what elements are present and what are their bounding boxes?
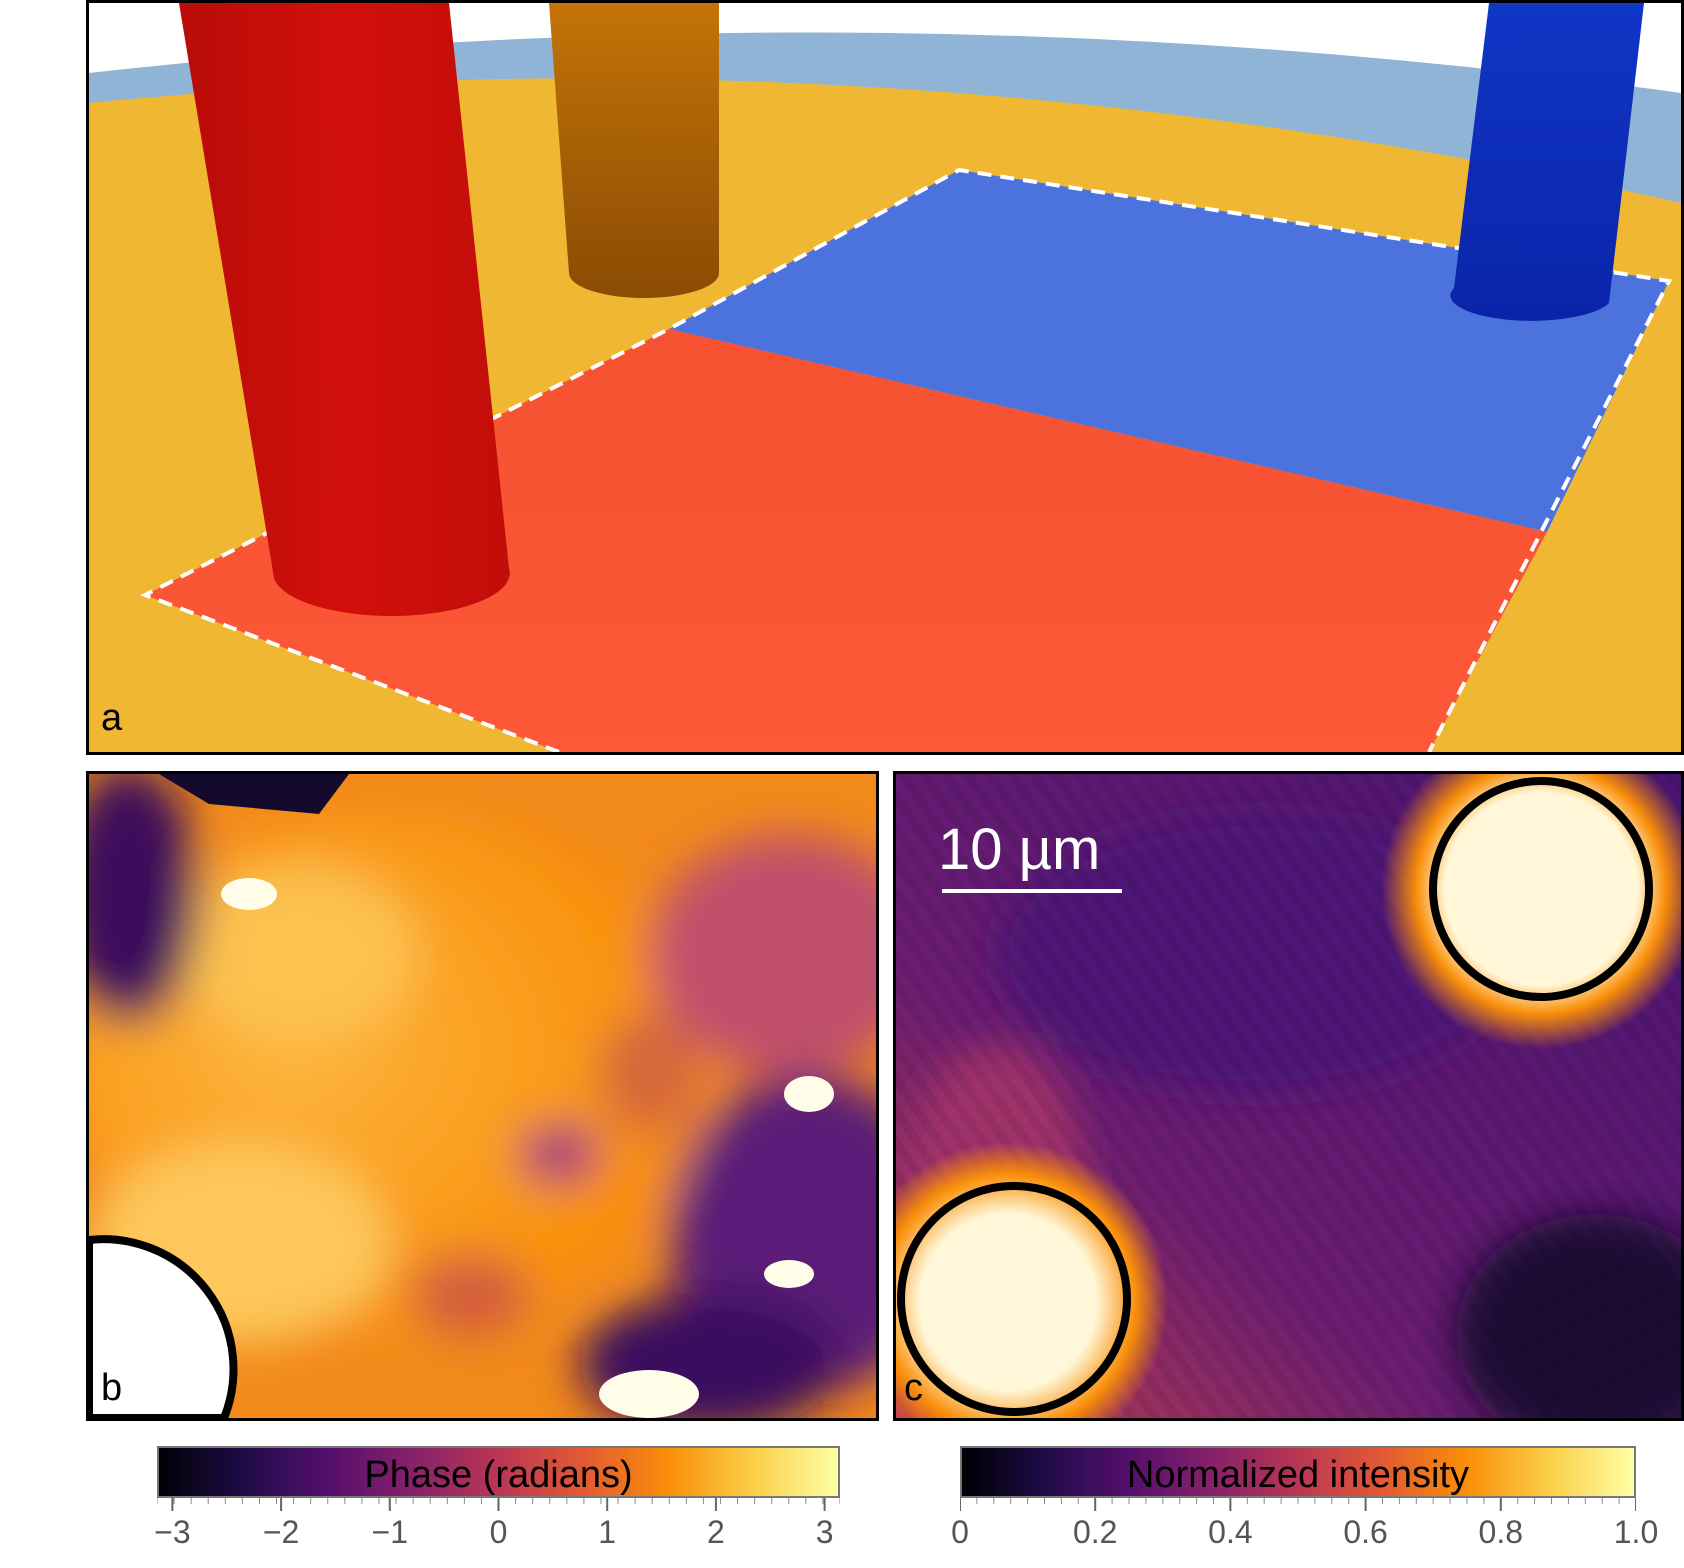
intensity-tick-label: 0.4 <box>1208 1514 1253 1550</box>
intensity-colorbar-gradient: Normalized intensity <box>960 1446 1636 1498</box>
panel-label-a: a <box>101 697 123 739</box>
phase-tick-label: −3 <box>154 1514 191 1550</box>
phase-colorbar: Phase (radians) −3 −2 −1 0 1 2 3 <box>154 1446 840 1551</box>
panel-label-b: b <box>101 1367 123 1409</box>
phase-map-image <box>89 774 876 1418</box>
scale-bar-label: 10 µm <box>938 817 1101 882</box>
phase-colorbar-title: Phase (radians) <box>364 1454 633 1496</box>
red-post <box>179 3 510 617</box>
region-outline <box>140 167 1673 752</box>
pillar-outline-b <box>89 1235 238 1418</box>
red-region <box>145 329 1547 752</box>
panel-c-intensity-map: 10 µm c <box>893 771 1684 1421</box>
pillar-outline-c-bottom <box>897 1182 1131 1416</box>
intensity-map-image <box>896 774 1681 1418</box>
phase-colorbar-tick-labels: −3 −2 −1 0 1 2 3 <box>154 1514 840 1550</box>
blue-region <box>669 170 1669 532</box>
panel-b-phase-map: b <box>86 771 879 1421</box>
phase-colorbar-gradient: Phase (radians) <box>157 1446 840 1498</box>
intensity-colorbar-title: Normalized intensity <box>1126 1454 1470 1496</box>
phase-tick-label: 3 <box>815 1514 834 1550</box>
phase-wrap-region <box>159 774 349 814</box>
intensity-tick-label: 0 <box>951 1514 969 1550</box>
phase-colorbar-ticks <box>157 1498 840 1511</box>
intensity-tick-label: 1.0 <box>1613 1514 1659 1550</box>
phase-tick-label: 2 <box>706 1514 725 1550</box>
orange-post <box>549 3 719 298</box>
phase-tick-label: 1 <box>598 1514 617 1550</box>
phase-tick-label: −2 <box>262 1514 300 1550</box>
intensity-tick-label: 0.2 <box>1072 1514 1118 1550</box>
blue-post <box>1450 3 1644 321</box>
phase-tick-label: 0 <box>489 1514 508 1550</box>
scale-bar <box>942 889 1122 893</box>
panel-label-c: c <box>904 1367 923 1409</box>
pillar-outline-c-top <box>1429 777 1653 1001</box>
intensity-colorbar-ticks <box>960 1498 1636 1511</box>
intensity-tick-label: 0.8 <box>1478 1514 1524 1550</box>
rendering-3d <box>89 3 1681 752</box>
intensity-colorbar: Normalized intensity 0 0.2 0.4 0.6 0.8 1.0 <box>951 1446 1658 1551</box>
intensity-colorbar-tick-labels: 0 0.2 0.4 0.6 0.8 1.0 <box>951 1514 1658 1550</box>
intensity-tick-label: 0.6 <box>1343 1514 1388 1550</box>
panel-a-rendering: a <box>86 0 1684 755</box>
phase-tick-label: −1 <box>371 1514 409 1550</box>
